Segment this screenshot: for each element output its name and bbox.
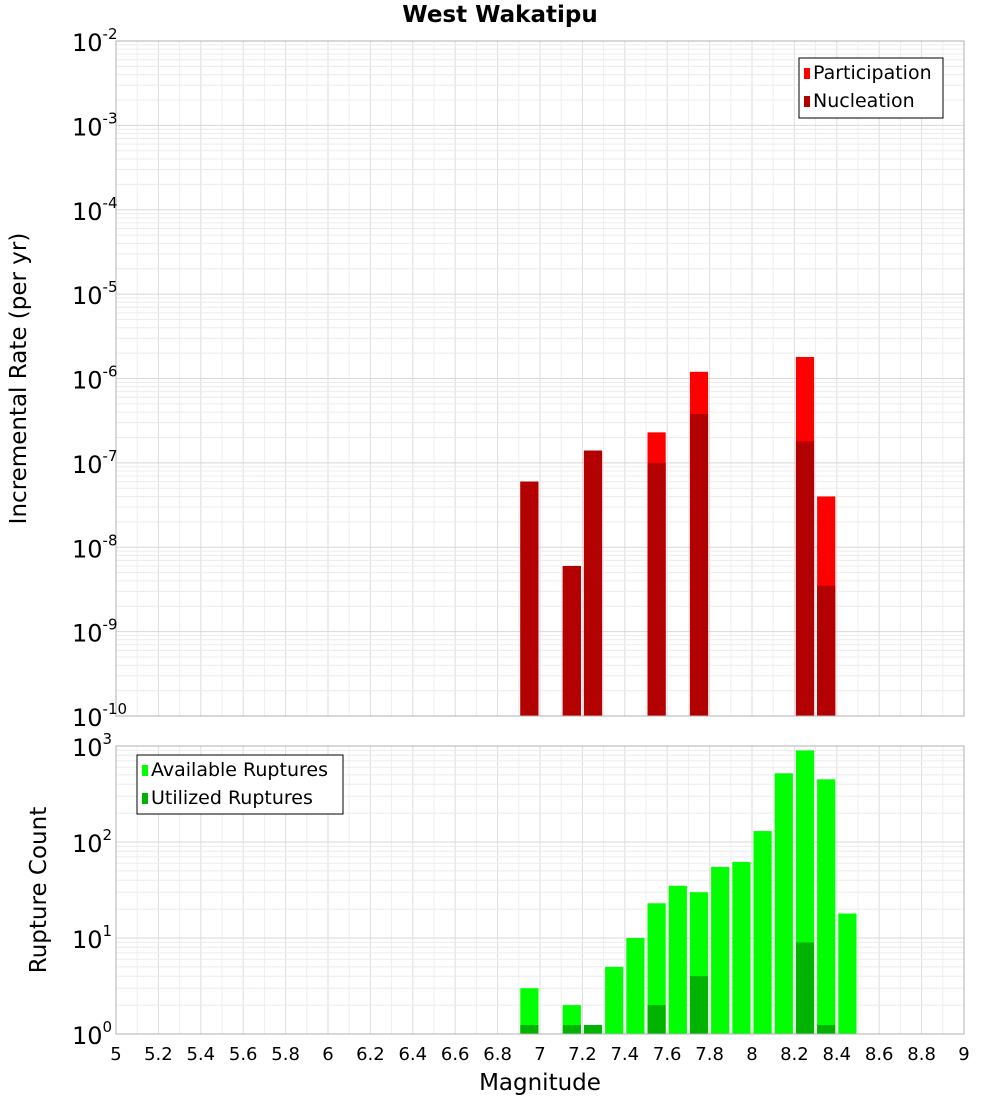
count-y-tick-label: 101 bbox=[72, 922, 112, 954]
x-tick-label: 5 bbox=[110, 1044, 121, 1065]
count-bar-available-ruptures bbox=[668, 885, 687, 1034]
x-axis-label: Magnitude bbox=[479, 1070, 601, 1096]
x-tick-label: 8.8 bbox=[907, 1044, 936, 1065]
count-bar-available-ruptures bbox=[711, 866, 730, 1034]
count-legend-box bbox=[136, 754, 344, 815]
rupture-count-panel: 100 101 102 103 Rupture Count 5 5.2 5.4 5.6 5.8 6 6… bbox=[26, 730, 970, 1096]
x-tick-label: 7.2 bbox=[568, 1044, 597, 1065]
rate-y-tick-label: 10-2 bbox=[72, 25, 118, 57]
count-bar-utilized-ruptures bbox=[562, 1025, 581, 1034]
count-legend-label: Available Ruptures bbox=[151, 759, 328, 781]
count-y-tick-label: 100 bbox=[72, 1018, 112, 1050]
rate-grid bbox=[116, 41, 964, 716]
rate-y-tick-label: 10-3 bbox=[72, 109, 118, 141]
incremental-rate-panel: 10-10 10-9 10-8 10-7 10-6 10-5 10-4 10-3 10-2 Inc… bbox=[6, 25, 965, 732]
rate-bar-nucleation bbox=[562, 565, 581, 716]
x-tick-label: 8.4 bbox=[822, 1044, 851, 1065]
chart-title: West Wakatipu bbox=[402, 2, 598, 28]
count-bar-available-ruptures bbox=[753, 831, 772, 1034]
rate-y-tick-label: 10-8 bbox=[72, 531, 118, 563]
count-y-axis-label: Rupture Count bbox=[26, 807, 52, 973]
x-tick-label: 7.8 bbox=[695, 1044, 724, 1065]
count-plot-border bbox=[115, 745, 965, 1035]
x-tick-label: 8 bbox=[746, 1044, 757, 1065]
x-tick-label: 6.6 bbox=[441, 1044, 470, 1065]
rate-y-tick-label: 10-10 bbox=[72, 700, 127, 732]
rate-y-axis-label: Incremental Rate (per yr) bbox=[6, 233, 32, 525]
count-y-tick-label: 103 bbox=[72, 730, 112, 762]
x-tick-label: 7.4 bbox=[610, 1044, 639, 1065]
rate-bar-nucleation bbox=[817, 585, 836, 716]
count-bar-utilized-ruptures bbox=[795, 942, 815, 1034]
count-bar-available-ruptures bbox=[838, 913, 857, 1034]
rate-bar-nucleation bbox=[583, 450, 603, 716]
rate-plot-border bbox=[115, 40, 965, 717]
rate-legend-label: Nucleation bbox=[813, 90, 915, 112]
rate-bar-nucleation bbox=[689, 413, 709, 716]
rate-y-tick-label: 10-7 bbox=[72, 447, 118, 479]
x-tick-label: 6.8 bbox=[483, 1044, 512, 1065]
count-bar-utilized-ruptures bbox=[583, 1025, 603, 1034]
count-bar-available-ruptures bbox=[774, 773, 793, 1034]
rate-y-tick-label: 10-9 bbox=[72, 616, 118, 648]
count-bar-available-ruptures bbox=[817, 779, 836, 1034]
x-tick-label: 5.8 bbox=[271, 1044, 300, 1065]
rate-legend-label: Participation bbox=[813, 62, 932, 84]
rate-bar-nucleation bbox=[647, 462, 666, 716]
rate-legend-swatch bbox=[804, 96, 810, 107]
count-bar-utilized-ruptures bbox=[689, 976, 709, 1034]
rate-y-tick-label: 10-4 bbox=[72, 194, 118, 226]
x-tick-label: 7.6 bbox=[653, 1044, 682, 1065]
count-legend-swatch bbox=[142, 765, 148, 776]
count-bar-utilized-ruptures bbox=[647, 1005, 666, 1034]
rate-y-tick-label: 10-5 bbox=[72, 278, 118, 310]
x-tick-label: 6.2 bbox=[356, 1044, 385, 1065]
rate-legend-swatch bbox=[804, 68, 810, 79]
count-bar-utilized-ruptures bbox=[520, 1025, 539, 1034]
count-bar-available-ruptures bbox=[647, 903, 666, 1034]
x-tick-label: 5.4 bbox=[186, 1044, 215, 1065]
count-bar-available-ruptures bbox=[626, 938, 645, 1034]
x-tick-label: 6.4 bbox=[398, 1044, 427, 1065]
x-tick-label: 8.2 bbox=[780, 1044, 809, 1065]
rate-y-tick-label: 10-6 bbox=[72, 363, 118, 395]
rate-bar-nucleation bbox=[795, 441, 815, 716]
count-legend-label: Utilized Ruptures bbox=[151, 787, 313, 809]
x-tick-label: 5.2 bbox=[144, 1044, 173, 1065]
count-bar-available-ruptures bbox=[520, 988, 539, 1034]
rate-bar-nucleation bbox=[520, 481, 539, 716]
count-bar-available-ruptures bbox=[605, 966, 624, 1034]
x-tick-label: 5.6 bbox=[229, 1044, 258, 1065]
rate-legend-box bbox=[798, 57, 944, 119]
count-y-tick-label: 102 bbox=[72, 826, 112, 858]
x-tick-label: 7 bbox=[534, 1044, 545, 1065]
x-tick-label: 8.6 bbox=[865, 1044, 894, 1065]
x-tick-label: 9 bbox=[958, 1044, 969, 1065]
count-bar-utilized-ruptures bbox=[817, 1025, 836, 1034]
count-bar-available-ruptures bbox=[732, 861, 751, 1034]
x-tick-label: 6 bbox=[322, 1044, 333, 1065]
count-legend-swatch bbox=[142, 793, 148, 804]
